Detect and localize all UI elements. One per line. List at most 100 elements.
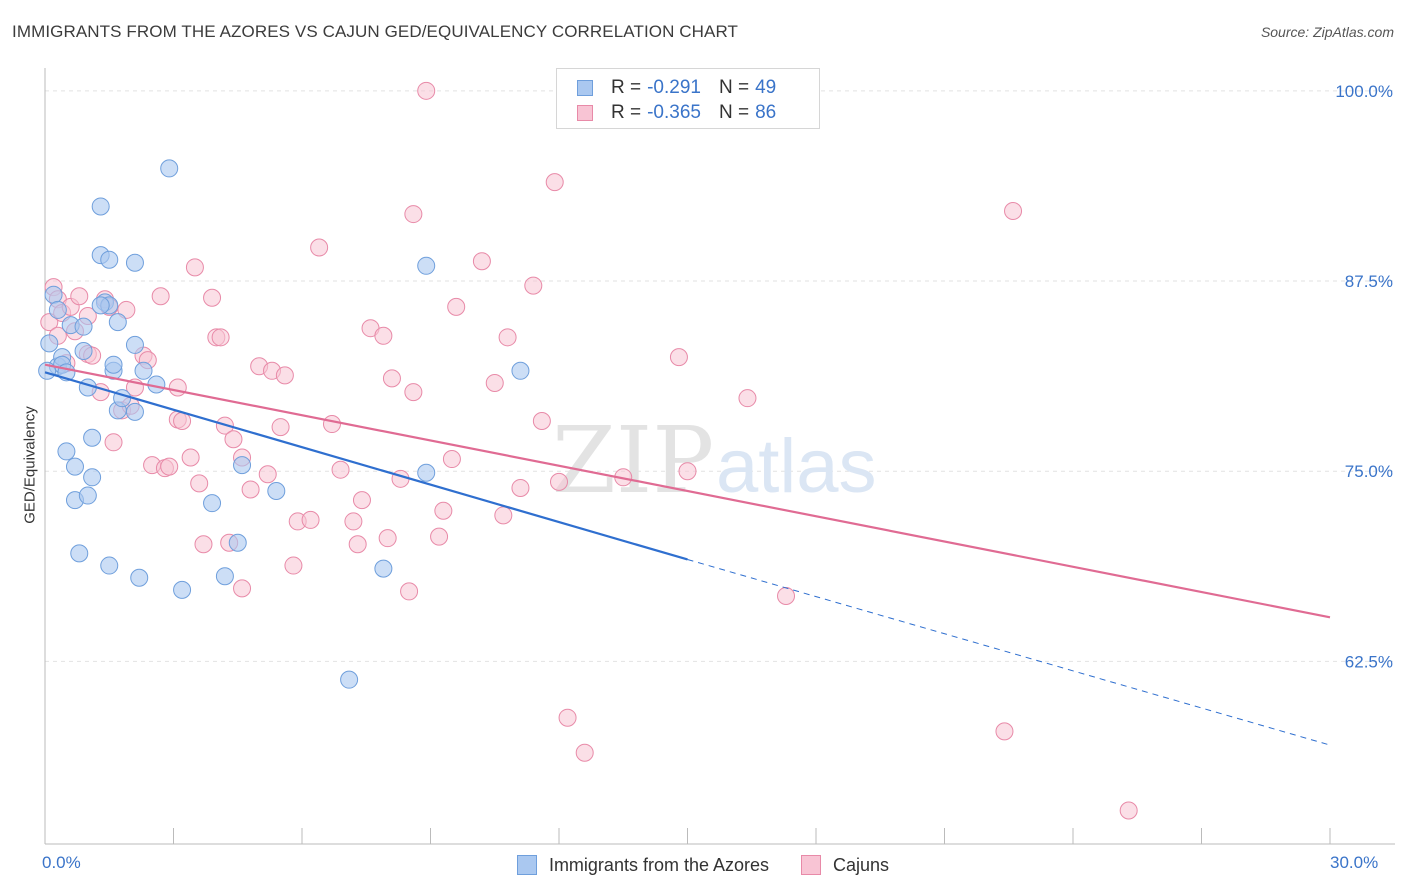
x-tick-max: 30.0% bbox=[1330, 853, 1379, 872]
n-value: 86 bbox=[755, 102, 777, 123]
trend-lines bbox=[44, 363, 1331, 746]
azores-point bbox=[44, 285, 63, 304]
cajun-point bbox=[378, 529, 397, 548]
azores-point bbox=[83, 468, 102, 487]
cajun-point bbox=[344, 512, 363, 531]
cajun-point bbox=[348, 535, 367, 554]
azores-point bbox=[104, 355, 123, 374]
y-tick-labels: 62.5% 75.0% 87.5% 100.0% bbox=[1335, 82, 1393, 672]
cajun-point bbox=[550, 472, 568, 491]
azores-legend-swatch bbox=[516, 855, 537, 875]
watermark-atlas: atlas bbox=[716, 424, 877, 509]
cajun-point bbox=[241, 480, 260, 499]
azores-point bbox=[160, 159, 179, 178]
azores-point bbox=[340, 670, 359, 689]
cajun-point bbox=[151, 287, 170, 306]
cajun-point bbox=[382, 369, 401, 388]
cajun-point bbox=[391, 469, 410, 488]
watermark: ZIP atlas bbox=[552, 407, 877, 514]
azores-point bbox=[417, 256, 436, 275]
cajun-point bbox=[211, 328, 230, 347]
cajun-point bbox=[190, 474, 209, 493]
cajun-point bbox=[168, 378, 187, 397]
azores-point bbox=[65, 457, 84, 476]
cajun-point bbox=[485, 373, 504, 392]
cajun-point bbox=[575, 743, 594, 762]
cajun-point bbox=[40, 313, 59, 332]
cajun-point bbox=[434, 501, 453, 520]
azores-point bbox=[130, 568, 149, 587]
cajun-point bbox=[472, 252, 491, 271]
azores-point bbox=[134, 361, 153, 380]
azores-points bbox=[38, 159, 530, 689]
cajun-point bbox=[181, 448, 200, 467]
cajun-point bbox=[558, 708, 577, 727]
cajun-point bbox=[511, 478, 530, 497]
cajun-point bbox=[331, 460, 350, 479]
cajun-point bbox=[995, 722, 1014, 741]
cajun-point bbox=[494, 506, 513, 525]
azores-point bbox=[125, 402, 144, 421]
azores-point bbox=[70, 544, 89, 563]
stats-legend: R = -0.291 N = 49 R = -0.365 N = 86 bbox=[556, 68, 820, 129]
cajun-point bbox=[498, 328, 517, 347]
x-tick-min: 0.0% bbox=[42, 853, 81, 872]
chart-title: IMMIGRANTS FROM THE AZORES VS CAJUN GED/… bbox=[12, 22, 739, 41]
cajun-point bbox=[417, 81, 436, 100]
n-label: N = bbox=[718, 102, 750, 123]
cajun-point bbox=[404, 205, 423, 224]
stats-row-azores: R = -0.291 N = 49 bbox=[577, 77, 776, 99]
stats-row-cajun: R = -0.365 N = 86 bbox=[577, 102, 776, 124]
azores-point bbox=[100, 250, 119, 269]
azores-point bbox=[267, 481, 286, 500]
cajun-point bbox=[545, 173, 564, 192]
cajun-legend-swatch bbox=[801, 855, 822, 875]
azores-point bbox=[48, 300, 67, 319]
cajun-point bbox=[532, 412, 551, 431]
azores-point bbox=[40, 334, 59, 353]
cajun-point bbox=[777, 586, 796, 605]
azores-point bbox=[203, 494, 222, 513]
azores-point bbox=[78, 486, 97, 505]
cajun-point bbox=[669, 348, 688, 367]
cajun-swatch bbox=[577, 105, 593, 121]
r-label: R = bbox=[611, 102, 642, 123]
cajun-point bbox=[310, 238, 329, 257]
y-tick-label: 75.0% bbox=[1345, 462, 1393, 481]
azores-legend-label: Immigrants from the Azores bbox=[548, 854, 770, 875]
y-tick-label: 100.0% bbox=[1335, 82, 1393, 101]
cajun-point bbox=[160, 457, 179, 476]
cajun-point bbox=[271, 418, 290, 437]
watermark-zip: ZIP bbox=[552, 407, 714, 514]
cajun-point bbox=[185, 258, 204, 277]
azores-point bbox=[74, 317, 93, 336]
azores-point bbox=[417, 463, 436, 482]
azores-point bbox=[100, 556, 119, 575]
legend-item-cajun[interactable]: Cajuns bbox=[801, 855, 889, 876]
r-value: -0.291 bbox=[647, 77, 701, 98]
cajun-point bbox=[258, 465, 277, 484]
cajun-point bbox=[104, 433, 123, 452]
cajun-point bbox=[203, 288, 222, 307]
cajun-point bbox=[447, 297, 466, 316]
azores-point bbox=[233, 456, 252, 475]
cajun-point bbox=[322, 415, 341, 434]
cajun-point bbox=[1004, 202, 1023, 221]
cajun-legend-label: Cajuns bbox=[833, 854, 890, 875]
cajun-point bbox=[430, 527, 449, 546]
cajun-point bbox=[442, 450, 461, 469]
azores-trend-line bbox=[44, 371, 688, 561]
cajun-point bbox=[275, 366, 294, 385]
cajun-point bbox=[1119, 801, 1138, 820]
y-tick-label: 62.5% bbox=[1345, 652, 1393, 671]
r-label: R = bbox=[611, 77, 642, 98]
azores-point bbox=[215, 567, 234, 586]
cajun-point bbox=[284, 556, 303, 575]
legend-item-azores[interactable]: Immigrants from the Azores bbox=[516, 854, 770, 876]
azores-point bbox=[57, 442, 76, 461]
cajun-point bbox=[374, 326, 393, 345]
cajun-point bbox=[738, 389, 757, 408]
azores-point bbox=[374, 559, 393, 578]
cajun-point bbox=[224, 430, 243, 449]
